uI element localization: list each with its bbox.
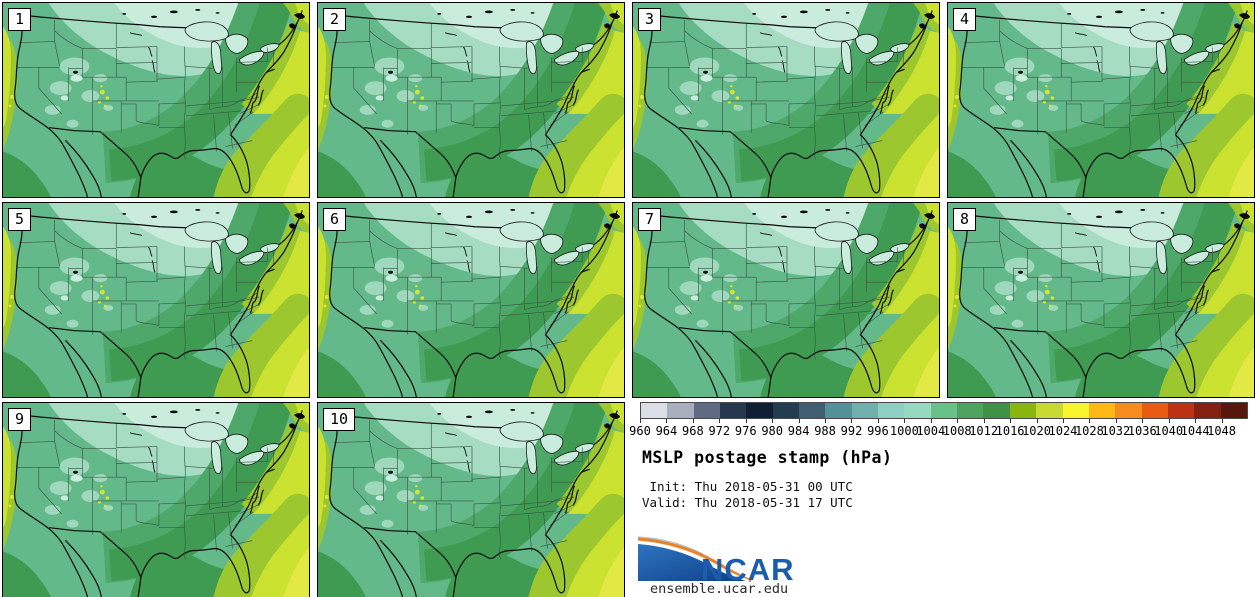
mslp-map-thumbnail	[948, 203, 1254, 397]
colorbar-tick	[825, 419, 827, 423]
colorbar-tick	[983, 419, 985, 423]
ncar-logo-swoosh-orange	[637, 537, 752, 582]
ncar-logo: NCAR	[637, 536, 795, 582]
valid-time-line: Valid: Thu 2018-05-31 17 UTC	[642, 495, 853, 510]
colorbar-tick-label: 964	[655, 424, 678, 438]
colorbar-tick-label: 1016	[995, 424, 1025, 438]
colorbar-tick	[1062, 419, 1064, 423]
colorbar-tick	[1115, 419, 1117, 423]
stamp-number: 1	[15, 10, 25, 28]
colorbar-tick	[798, 419, 800, 423]
colorbar-tick	[904, 419, 906, 423]
colorbar-tick-label: 972	[708, 424, 731, 438]
stamp-panel[interactable]: 8	[947, 202, 1255, 398]
colorbar-tick-label: 1028	[1074, 424, 1104, 438]
stamp-panel[interactable]: 6	[317, 202, 625, 398]
stamp-panel[interactable]: 1	[2, 2, 310, 198]
mslp-map-thumbnail	[948, 3, 1254, 197]
stamp-number: 7	[645, 210, 655, 228]
stamp-panel[interactable]: 3	[632, 2, 940, 198]
colorbar-tick	[666, 419, 668, 423]
colorbar-tick-label: 976	[734, 424, 757, 438]
init-time-line: Init: Thu 2018-05-31 00 UTC	[642, 479, 853, 494]
colorbar-tick	[957, 419, 959, 423]
colorbar-tick-label: 984	[787, 424, 810, 438]
stamp-panel[interactable]: 4	[947, 2, 1255, 198]
colorbar-tick	[1168, 419, 1170, 423]
stamp-number: 4	[960, 10, 970, 28]
chart-title: MSLP postage stamp (hPa)	[642, 448, 893, 467]
stamp-number-badge: 9	[8, 408, 32, 431]
mslp-map-thumbnail	[318, 403, 624, 597]
colorbar-tick	[877, 419, 879, 423]
colorbar-tick-label: 1008	[942, 424, 972, 438]
ncar-logo-shape	[638, 544, 747, 581]
colorbar-tick-label: 980	[761, 424, 784, 438]
mslp-map-thumbnail	[3, 403, 309, 597]
colorbar-tick-label: 1012	[969, 424, 999, 438]
stamp-number: 5	[15, 210, 25, 228]
colorbar-tick-label: 1020	[1022, 424, 1051, 438]
colorbar-segments	[640, 402, 1248, 419]
stamp-number-badge: 7	[638, 208, 662, 231]
stamp-number-badge: 3	[638, 8, 662, 31]
colorbar-tick	[745, 419, 747, 423]
stamp-number-badge: 5	[8, 208, 32, 231]
stamp-panel[interactable]: 7	[632, 202, 940, 398]
site-url: ensemble.ucar.edu	[650, 581, 789, 597]
colorbar-tick	[719, 419, 721, 423]
stamp-number: 8	[960, 210, 970, 228]
colorbar-tick	[1036, 419, 1038, 423]
stamp-number: 6	[330, 210, 340, 228]
colorbar-tick-label: 1032	[1101, 424, 1131, 438]
mslp-map-thumbnail	[633, 3, 939, 197]
colorbar-tick-label: 992	[840, 424, 863, 438]
colorbar-tick-label: 1036	[1127, 424, 1157, 438]
colorbar-tick-label: 988	[814, 424, 836, 438]
stamp-number: 2	[330, 10, 340, 28]
colorbar-tick-label: 996	[867, 424, 889, 438]
colorbar-tick-label: 1000	[889, 424, 919, 438]
colorbar-tick	[1195, 419, 1197, 423]
colorbar-tick	[772, 419, 774, 423]
stamp-number-badge: 6	[323, 208, 347, 231]
colorbar-tick-label: 1004	[916, 424, 946, 438]
colorbar-tick	[851, 419, 853, 423]
colorbar-tick-label: 960	[629, 424, 651, 438]
mslp-map-thumbnail	[318, 203, 624, 397]
stamp-number-badge: 1	[8, 8, 32, 31]
stamp-number: 9	[15, 410, 25, 428]
mslp-map-thumbnail	[318, 3, 624, 197]
stamp-number-badge: 8	[953, 208, 977, 231]
ncar-logo-text: NCAR	[701, 552, 795, 582]
mslp-map-thumbnail	[3, 3, 309, 197]
stamp-number: 3	[645, 10, 655, 28]
stamp-number-badge: 2	[323, 8, 347, 31]
stamp-number-badge: 10	[323, 408, 356, 431]
stamp-panel[interactable]: 10	[317, 402, 625, 597]
stamp-number: 10	[330, 410, 349, 428]
stamp-panel[interactable]: 2	[317, 2, 625, 198]
colorbar-tick	[1010, 419, 1012, 423]
stamp-panel[interactable]: 9	[2, 402, 310, 597]
colorbar-tick	[930, 419, 932, 423]
mslp-map-thumbnail	[3, 203, 309, 397]
colorbar-tick-label: 1044	[1180, 424, 1210, 438]
colorbar-tick	[1142, 419, 1144, 423]
colorbar: 960 964 968 972 976 980 984 988 992 996 1000 1004 10…	[629, 402, 1248, 455]
stamp-number-badge: 4	[953, 8, 977, 31]
colorbar-tick	[1089, 419, 1091, 423]
mslp-map-thumbnail	[633, 203, 939, 397]
colorbar-tick-label: 1040	[1154, 424, 1184, 438]
colorbar-tick-label: 1024	[1048, 424, 1078, 438]
colorbar-tick-label: 968	[682, 424, 704, 438]
stamp-panel[interactable]: 5	[2, 202, 310, 398]
ncar-logo-swoosh-top	[637, 536, 704, 555]
colorbar-ticks: 960 964 968 972 976 980 984 988 992 996 1000 1004 10…	[629, 419, 1248, 455]
colorbar-tick	[692, 419, 694, 423]
colorbar-tick	[1221, 419, 1223, 423]
colorbar-tick	[640, 419, 641, 423]
colorbar-tick-label: 1048	[1207, 424, 1237, 438]
